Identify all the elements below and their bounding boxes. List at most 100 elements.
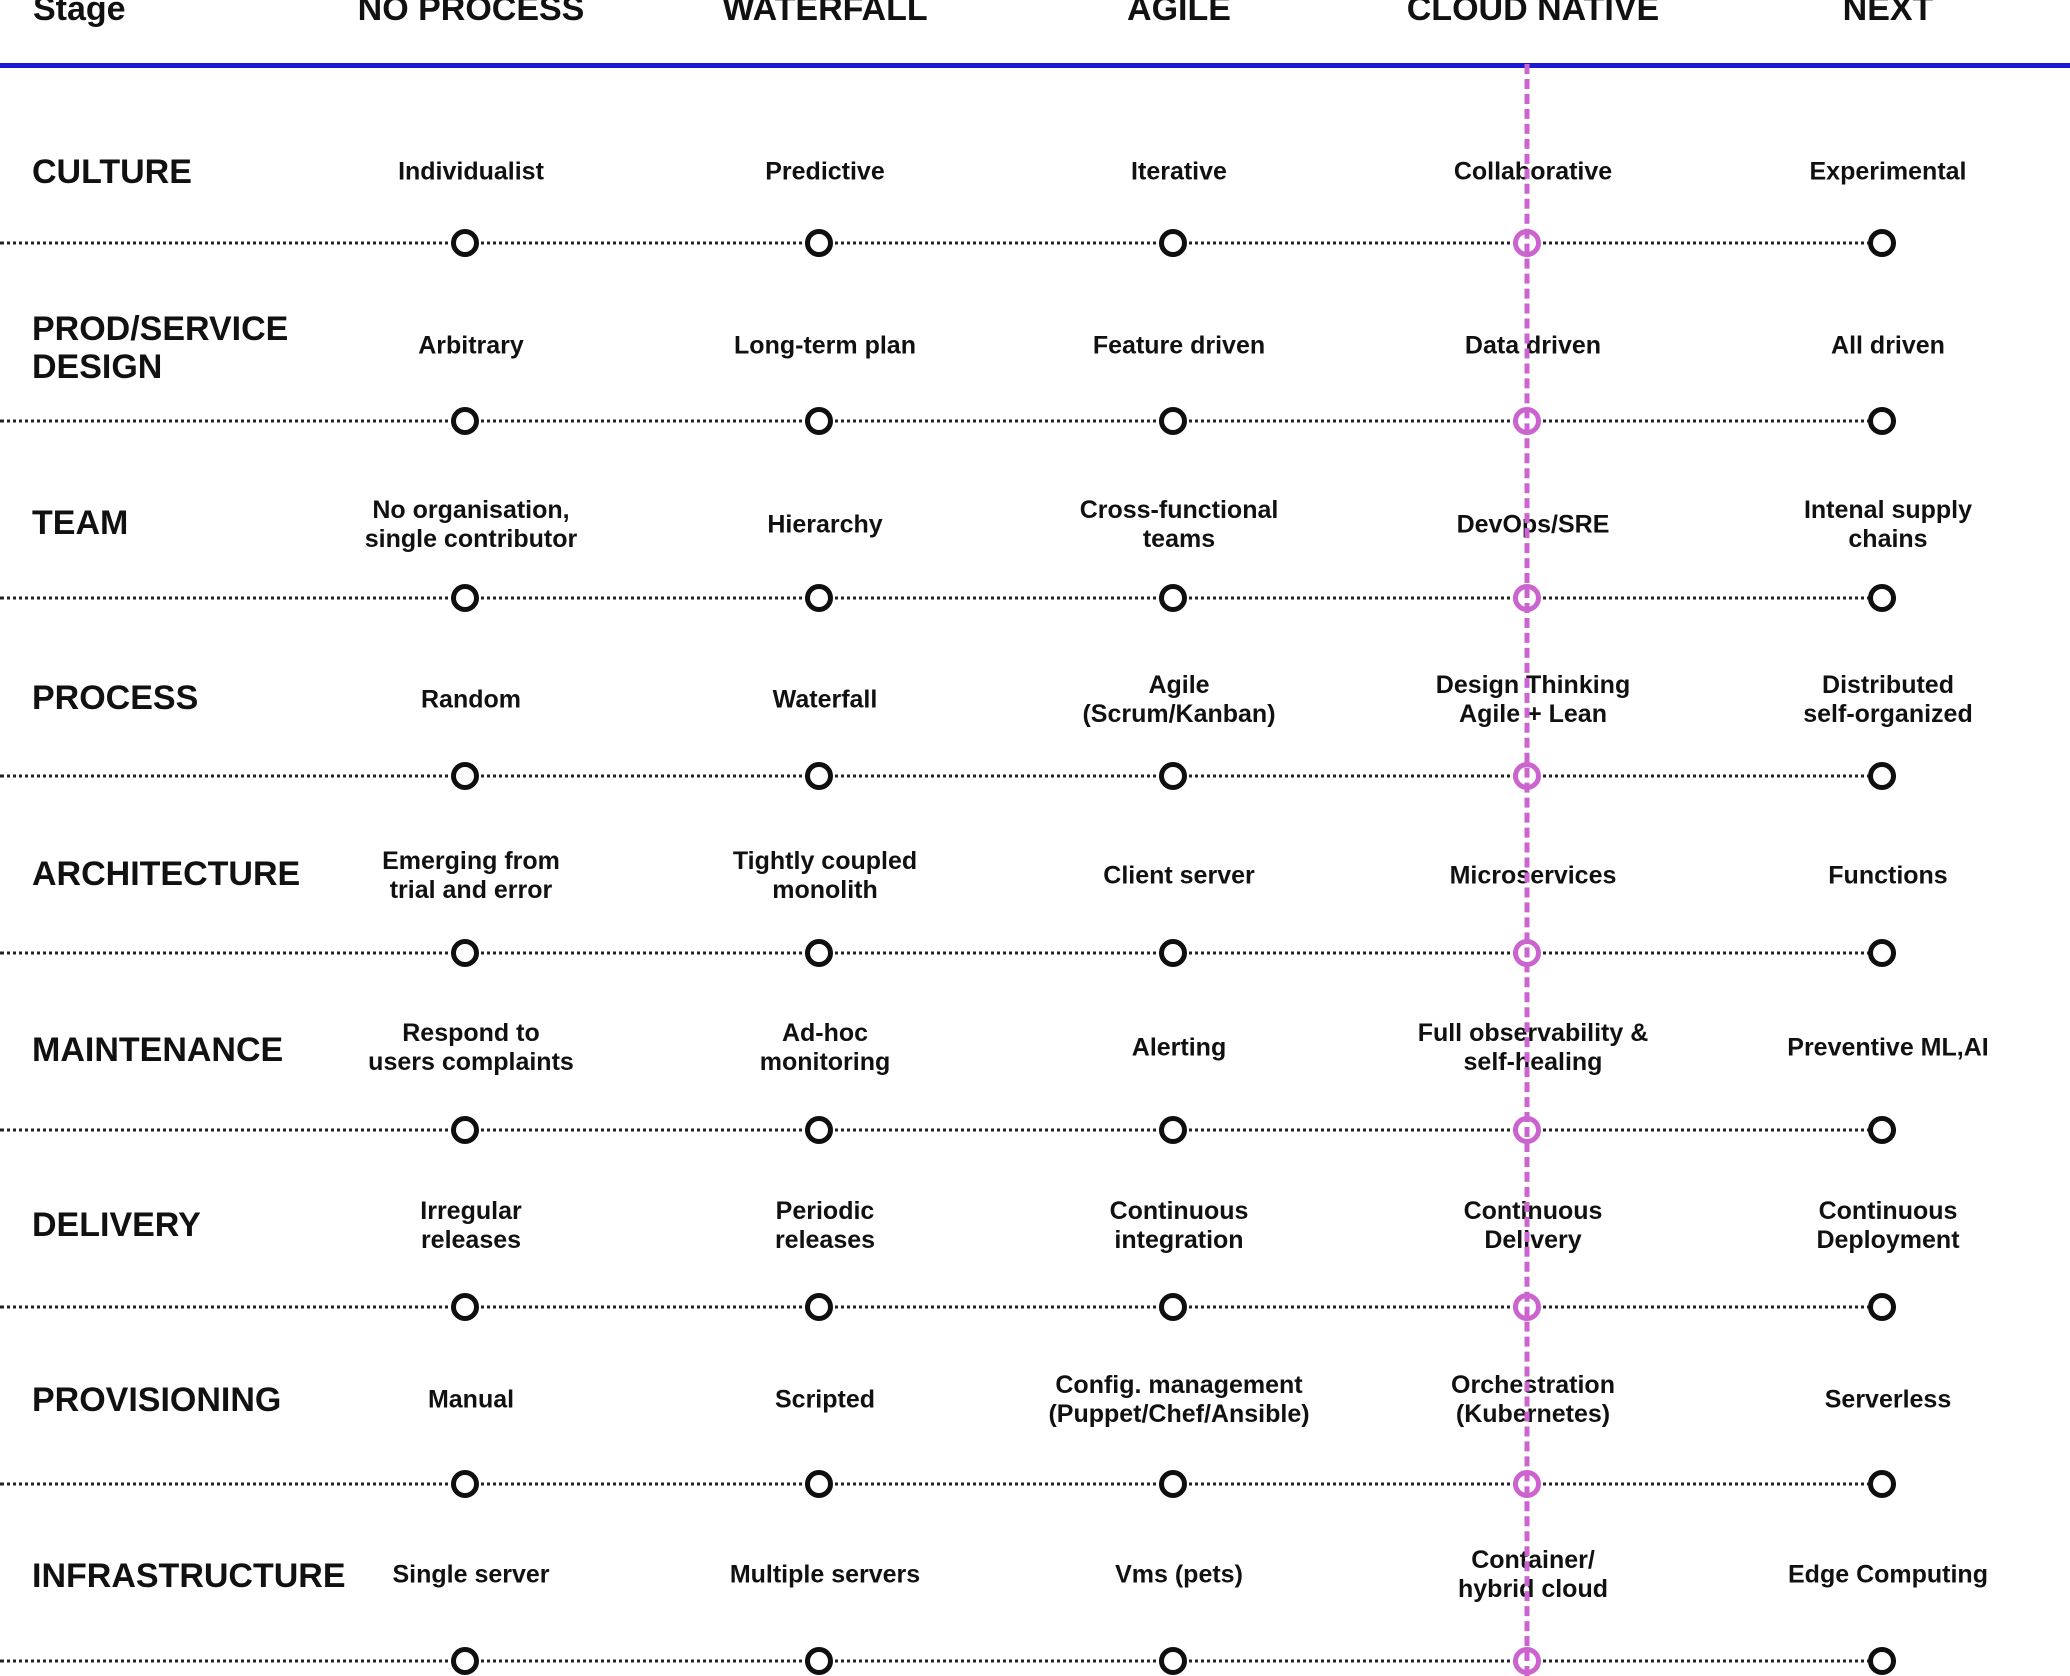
cell-text-architecture-no-process: Emerging from trial and error: [382, 847, 560, 904]
stage-node-provisioning-next: [1868, 1470, 1896, 1498]
stage-node-delivery-waterfall: [805, 1293, 833, 1321]
stage-node-architecture-no-process: [451, 939, 479, 967]
cell-text-prod-service-design-waterfall: Long-term plan: [734, 331, 916, 360]
cell-text-culture-agile: Iterative: [1131, 157, 1227, 186]
stage-node-architecture-agile: [1159, 939, 1187, 967]
cell-text-culture-no-process: Individualist: [398, 157, 544, 186]
cell-text-infrastructure-agile: Vms (pets): [1115, 1560, 1243, 1589]
stage-node-architecture-next: [1868, 939, 1896, 967]
cell-text-provisioning-waterfall: Scripted: [774, 1385, 876, 1414]
stage-node-team-next: [1868, 584, 1896, 612]
row-label-maintenance: MAINTENANCE: [32, 1031, 284, 1069]
stage-node-culture-no-process: [451, 229, 479, 257]
stage-node-culture-next: [1868, 229, 1896, 257]
cell-text-delivery-cloud-native: Continuous Delivery: [1463, 1197, 1603, 1254]
stage-node-team-no-process: [451, 584, 479, 612]
cell-text-team-no-process: No organisation, single contributor: [364, 496, 578, 553]
header-column-agile: AGILE: [1127, 0, 1231, 28]
stage-node-infrastructure-next: [1868, 1647, 1896, 1675]
stage-node-process-agile: [1159, 762, 1187, 790]
cell-text-infrastructure-no-process: Single server: [392, 1560, 550, 1589]
row-connector-line: [0, 774, 1896, 778]
row-connector-line: [0, 951, 1896, 955]
stage-node-process-waterfall: [805, 762, 833, 790]
cell-text-infrastructure-cloud-native: Container/ hybrid cloud: [1458, 1546, 1608, 1603]
stage-node-delivery-next: [1868, 1293, 1896, 1321]
stage-node-provisioning-agile: [1159, 1470, 1187, 1498]
stage-node-maintenance-next: [1868, 1116, 1896, 1144]
cell-text-culture-next: Experimental: [1809, 157, 1967, 186]
stage-node-maintenance-waterfall: [805, 1116, 833, 1144]
header-column-no-process: NO PROCESS: [357, 0, 585, 28]
cell-text-team-next: Intenal supply chains: [1803, 496, 1973, 553]
cell-text-provisioning-cloud-native: Orchestration (Kubernetes): [1451, 1371, 1615, 1428]
cell-text-prod-service-design-no-process: Arbitrary: [418, 331, 524, 360]
cell-text-team-cloud-native: DevOps/SRE: [1456, 510, 1610, 539]
cell-text-process-agile: Agile (Scrum/Kanban): [1082, 671, 1276, 728]
header-rule: [0, 63, 2070, 68]
cell-text-team-waterfall: Hierarchy: [767, 510, 883, 539]
cell-text-maintenance-cloud-native: Full observability & self-healing: [1417, 1019, 1649, 1076]
cell-text-maintenance-waterfall: Ad-hoc monitoring: [759, 1019, 891, 1076]
stage-node-provisioning-waterfall: [805, 1470, 833, 1498]
stage-node-process-no-process: [451, 762, 479, 790]
stage-node-team-agile: [1159, 584, 1187, 612]
header-column-next: NEXT: [1842, 0, 1934, 28]
row-connector-line: [0, 1482, 1896, 1486]
cell-text-architecture-waterfall: Tightly coupled monolith: [732, 847, 918, 904]
cell-text-infrastructure-next: Edge Computing: [1788, 1560, 1988, 1589]
cell-text-delivery-no-process: Irregular releases: [420, 1197, 522, 1254]
header-stage-label: Stage: [33, 0, 126, 28]
stage-node-prod-service-design-no-process: [451, 407, 479, 435]
row-label-delivery: DELIVERY: [32, 1206, 201, 1244]
stage-node-delivery-no-process: [451, 1293, 479, 1321]
row-connector-line: [0, 1659, 1896, 1663]
cell-text-provisioning-no-process: Manual: [427, 1385, 515, 1414]
stage-node-delivery-agile: [1159, 1293, 1187, 1321]
row-label-architecture: ARCHITECTURE: [32, 855, 301, 893]
cell-text-architecture-cloud-native: Microservices: [1449, 861, 1617, 890]
cell-text-process-cloud-native: Design Thinking Agile + Lean: [1435, 671, 1631, 728]
stage-node-prod-service-design-next: [1868, 407, 1896, 435]
stage-node-infrastructure-agile: [1159, 1647, 1187, 1675]
row-label-infrastructure: INFRASTRUCTURE: [32, 1557, 346, 1595]
stage-node-maintenance-no-process: [451, 1116, 479, 1144]
cell-text-delivery-next: Continuous Deployment: [1816, 1197, 1960, 1254]
cell-text-team-agile: Cross-functional teams: [1079, 496, 1279, 553]
cell-text-architecture-agile: Client server: [1103, 861, 1255, 890]
cell-text-architecture-next: Functions: [1828, 861, 1948, 890]
cell-text-provisioning-agile: Config. management (Puppet/Chef/Ansible): [1048, 1371, 1310, 1428]
cell-text-culture-waterfall: Predictive: [765, 157, 885, 186]
cell-text-culture-cloud-native: Collaborative: [1453, 157, 1613, 186]
stage-node-team-waterfall: [805, 584, 833, 612]
row-connector-line: [0, 596, 1896, 600]
stage-node-prod-service-design-waterfall: [805, 407, 833, 435]
stage-node-prod-service-design-agile: [1159, 407, 1187, 435]
cell-text-prod-service-design-agile: Feature driven: [1092, 331, 1266, 360]
row-connector-line: [0, 1128, 1896, 1132]
cell-text-infrastructure-waterfall: Multiple servers: [729, 1560, 921, 1589]
cell-text-process-no-process: Random: [421, 685, 521, 714]
cell-text-delivery-agile: Continuous integration: [1109, 1197, 1249, 1254]
cloud-native-highlight-line: [1524, 64, 1530, 1676]
row-label-team: TEAM: [32, 504, 129, 542]
cell-text-process-waterfall: Waterfall: [772, 685, 878, 714]
stage-node-culture-waterfall: [805, 229, 833, 257]
cell-text-maintenance-no-process: Respond to users complaints: [368, 1019, 574, 1076]
stage-node-process-next: [1868, 762, 1896, 790]
cell-text-maintenance-next: Preventive ML,AI: [1787, 1033, 1989, 1062]
row-label-provisioning: PROVISIONING: [32, 1381, 282, 1419]
row-label-prod-service-design: PROD/SERVICE DESIGN: [32, 310, 289, 386]
cell-text-maintenance-agile: Alerting: [1131, 1033, 1227, 1062]
cell-text-provisioning-next: Serverless: [1824, 1385, 1952, 1414]
row-connector-line: [0, 419, 1896, 423]
stage-node-provisioning-no-process: [451, 1470, 479, 1498]
header-column-waterfall: WATERFALL: [722, 0, 928, 28]
stage-node-culture-agile: [1159, 229, 1187, 257]
row-connector-line: [0, 241, 1896, 245]
row-label-culture: CULTURE: [32, 153, 192, 191]
stage-node-infrastructure-no-process: [451, 1647, 479, 1675]
header-column-cloud-native: CLOUD NATIVE: [1406, 0, 1660, 28]
cell-text-delivery-waterfall: Periodic releases: [774, 1197, 876, 1254]
